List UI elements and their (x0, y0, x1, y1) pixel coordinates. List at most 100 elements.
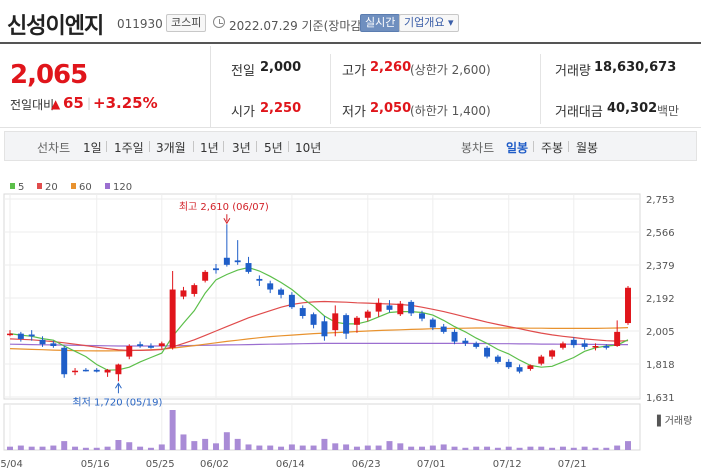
candle-body (353, 317, 360, 325)
company-overview-dropdown[interactable]: 기업개요 ▾ (399, 14, 459, 32)
stock-header: 신성이엔지 011930 코스피 2022.07.29 기준(장마감) 실시간 … (0, 0, 701, 44)
volume-bar (234, 438, 241, 450)
amount-unit: 백만 (657, 104, 680, 118)
candle-body (7, 333, 13, 336)
volume-bar (137, 446, 144, 450)
stock-code: 011930 (117, 17, 163, 31)
candle-body (28, 334, 35, 337)
candle-body (245, 263, 252, 272)
volume-bar (310, 445, 317, 450)
candle-body (104, 369, 111, 373)
candle-body (419, 313, 425, 319)
high-value: 2,260 (370, 60, 412, 75)
candle-body (332, 313, 339, 331)
period-3y[interactable]: 3년 (232, 141, 251, 155)
volume-bar (191, 441, 198, 450)
candle-body (516, 367, 523, 372)
up-arrow-icon: ▲ (51, 97, 61, 111)
volume-bar (299, 445, 306, 450)
candle-body (484, 347, 491, 357)
candle-body (223, 257, 230, 265)
period-monthly[interactable]: 월봉 (576, 141, 599, 155)
candlestick-chart-svg[interactable]: 2,753 2,566 2,379 2,192 2,005 1,818 1,631 05/04… (0, 176, 701, 476)
down-arrow-icon (223, 217, 231, 225)
change-divider: | (87, 96, 92, 110)
prev-close-value: 2,000 (260, 60, 302, 75)
x-tick-label: 05/04 (0, 459, 23, 470)
current-price: 2,065 (10, 60, 88, 90)
stock-name: 신성이엔지 (7, 14, 104, 39)
period-1d[interactable]: 1일 (83, 141, 102, 155)
period-1w[interactable]: 1주일 (114, 141, 144, 155)
candle-body (267, 283, 274, 290)
candle-body (126, 346, 133, 357)
clock-icon (213, 16, 225, 28)
period-divider (288, 141, 289, 152)
period-divider (193, 141, 194, 152)
volume-bar (180, 434, 187, 450)
volume-bar (213, 443, 219, 450)
candle-body (278, 289, 285, 295)
period-divider (149, 141, 150, 152)
candle-body (169, 289, 176, 348)
volume-bar (516, 447, 523, 450)
volume-bar (39, 446, 46, 450)
period-weekly[interactable]: 주봉 (541, 141, 564, 155)
candle-chart-label: 봉차트 (461, 141, 495, 155)
candle-body (17, 333, 24, 339)
period-5y[interactable]: 5년 (264, 141, 283, 155)
period-3m[interactable]: 3개월 (156, 141, 186, 155)
candle-body (213, 268, 219, 271)
x-tick-label: 05/16 (81, 459, 110, 470)
change-value: 65 (63, 94, 84, 112)
volume-bar (581, 446, 588, 450)
y-tick-label: 2,566 (646, 228, 675, 239)
candle-body (494, 356, 501, 362)
volume-bar (397, 443, 404, 450)
volume-bar (614, 445, 621, 450)
volume-bar (440, 444, 447, 450)
volume-bar (28, 446, 35, 450)
candle-body (505, 361, 512, 368)
x-tick-label: 07/21 (558, 459, 587, 470)
candle-body (288, 294, 295, 308)
ma60-line (9, 327, 629, 352)
legend-swatch (71, 183, 76, 189)
volume-bar (603, 447, 610, 450)
volume-bar (451, 446, 458, 450)
volume-bar (93, 447, 100, 450)
period-1y[interactable]: 1년 (200, 141, 219, 155)
price-plot-frame (3, 193, 641, 400)
ma5-line (9, 266, 629, 371)
period-divider (106, 141, 107, 152)
price-chart[interactable]: 2,753 2,566 2,379 2,192 2,005 1,818 1,631 05/04… (0, 176, 701, 476)
volume-bar (494, 447, 501, 450)
candle-body (82, 369, 89, 372)
candle-body (310, 314, 317, 325)
candle-body (614, 331, 621, 346)
candle-body (603, 346, 610, 348)
period-daily[interactable]: 일봉 (506, 141, 529, 155)
volume-bar (559, 446, 566, 450)
upper-limit: (상한가 2,600) (410, 63, 491, 77)
period-10y[interactable]: 10년 (295, 141, 322, 155)
candle-body (147, 346, 154, 348)
prev-close-label: 전일 (231, 64, 255, 79)
legend-swatch (10, 183, 15, 189)
volume-bar (364, 445, 371, 450)
volume-bar (147, 447, 154, 450)
volume-bar (419, 446, 425, 450)
candle-body (202, 271, 209, 281)
volume-bar (570, 447, 577, 450)
candle-body (343, 315, 350, 334)
x-tick-label: 06/23 (352, 459, 381, 470)
x-tick-label: 06/14 (276, 459, 305, 470)
volume-bar (429, 445, 436, 450)
realtime-button[interactable]: 실시간 (360, 14, 401, 32)
candle-body (137, 344, 144, 346)
candle-body (61, 347, 68, 375)
up-arrow-icon (114, 382, 122, 389)
volume-bar (332, 443, 339, 450)
candle-body (191, 285, 198, 294)
volume-bar (288, 444, 295, 450)
